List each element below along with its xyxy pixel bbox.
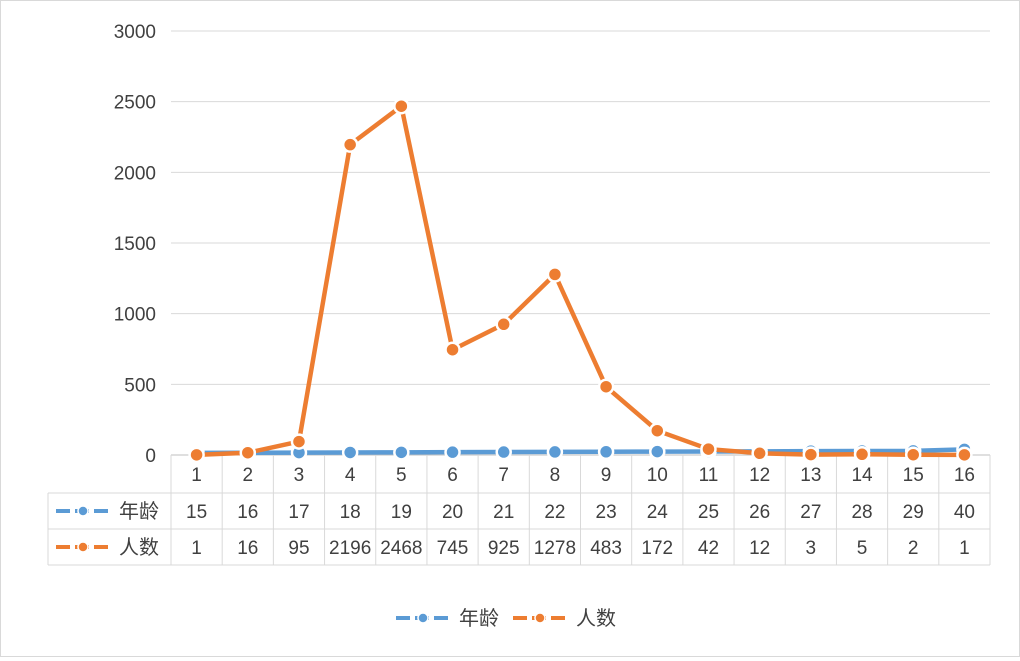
table-legend-key-marker: [77, 541, 89, 553]
table-value: 172: [641, 538, 673, 559]
table-value: 745: [437, 538, 469, 559]
table-value: 2: [908, 538, 919, 559]
y-tick-label: 2000: [114, 163, 156, 184]
table-value: 2196: [329, 538, 371, 559]
table-value: 29: [903, 502, 924, 523]
table-value: 483: [590, 538, 622, 559]
table-value: 40: [954, 502, 975, 523]
x-tick-label: 11: [699, 465, 719, 486]
table-value: 25: [698, 502, 719, 523]
data-point: [341, 136, 359, 153]
data-point: [290, 433, 308, 450]
table-value: 1: [959, 538, 970, 559]
data-point: [802, 446, 820, 463]
y-tick-label: 1000: [114, 305, 156, 326]
table-value: 26: [749, 502, 770, 523]
x-tick-label: 14: [851, 465, 873, 486]
data-point: [393, 97, 410, 115]
data-point: [444, 443, 461, 461]
legend-label: 人数: [576, 607, 616, 630]
table-legend-key-marker: [77, 505, 89, 517]
legend-key-marker: [534, 612, 546, 624]
table-value: 2468: [380, 538, 422, 559]
series-line: [194, 103, 967, 458]
x-tick-label: 6: [447, 465, 458, 486]
table-value: 17: [288, 502, 309, 523]
data-point: [700, 440, 717, 458]
data-point: [444, 341, 461, 358]
y-tick-label: 2500: [114, 93, 156, 114]
table-value: 925: [488, 538, 520, 559]
legend: 年龄 人数: [396, 607, 616, 630]
x-tick-label: 16: [954, 465, 975, 486]
x-tick-label: 5: [396, 465, 407, 486]
table-value: 18: [340, 502, 361, 523]
x-tick-label: 3: [294, 465, 305, 486]
table-value: 16: [237, 538, 258, 559]
x-tick-label: 15: [903, 465, 924, 486]
table-value: 20: [442, 502, 463, 523]
y-tick-label: 3000: [114, 22, 156, 43]
table-value: 3: [806, 538, 817, 559]
data-point: [853, 446, 871, 463]
data-point: [495, 316, 512, 333]
y-tick-label: 1500: [114, 234, 156, 255]
table-value: 28: [851, 502, 872, 523]
y-tick-label: 500: [124, 375, 156, 396]
x-tick-label: 9: [601, 465, 612, 486]
data-point: [956, 446, 973, 464]
data-point: [341, 444, 359, 461]
table-value: 5: [857, 538, 868, 559]
legend-key-marker: [417, 612, 429, 624]
data-point: [495, 443, 512, 461]
data-point: [393, 444, 410, 461]
data-point: [546, 266, 564, 283]
x-tick-label: 13: [800, 465, 821, 486]
table-value: 24: [647, 502, 669, 523]
table-value: 19: [391, 502, 412, 523]
x-tick-label: 8: [550, 465, 561, 486]
legend-label: 年龄: [459, 607, 499, 630]
data-point: [649, 422, 666, 439]
y-axis: 0 500 1000 1500 2000 2500 3000: [114, 22, 156, 467]
data-point: [546, 443, 564, 461]
data-point: [649, 443, 666, 460]
table-series-name: 年龄: [119, 500, 159, 523]
series-line: [194, 447, 967, 456]
data-point: [751, 445, 768, 462]
table-value: 23: [596, 502, 617, 523]
x-tick-label: 12: [749, 465, 770, 486]
table-value: 1: [191, 538, 202, 559]
table-value: 22: [544, 502, 565, 523]
table-value: 16: [237, 502, 258, 523]
table-value: 12: [749, 538, 770, 559]
table-value: 15: [186, 502, 207, 523]
table-value: 42: [698, 538, 719, 559]
data-point: [188, 446, 205, 464]
series-lines: [188, 97, 973, 464]
x-tick-label: 10: [647, 465, 668, 486]
x-tick-label: 2: [242, 465, 253, 486]
data-point: [597, 378, 615, 395]
data-point: [597, 443, 615, 460]
gridlines: [171, 30, 990, 385]
x-tick-label: 4: [345, 465, 356, 486]
data-point: [239, 444, 257, 461]
table-value: 95: [288, 538, 309, 559]
table-value: 27: [800, 502, 821, 523]
table-value: 21: [493, 502, 514, 523]
x-tick-label: 1: [191, 465, 202, 486]
x-tick-label: 7: [498, 465, 509, 486]
table-value: 1278: [534, 538, 576, 559]
table-series-name: 人数: [119, 536, 159, 559]
data-point: [904, 446, 922, 463]
y-tick-label: 0: [145, 446, 156, 467]
